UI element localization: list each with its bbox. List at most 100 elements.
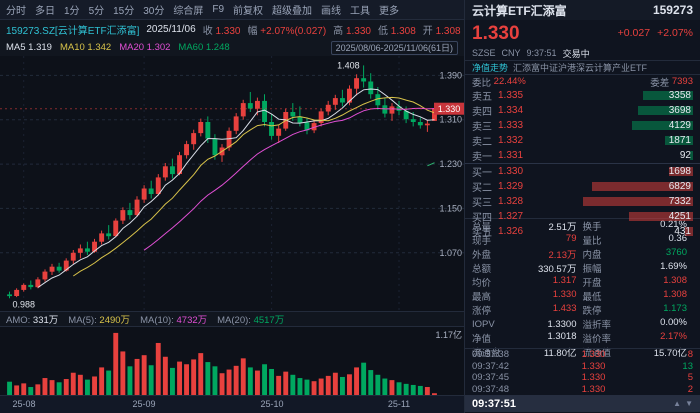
- stat-value: 0.21%: [660, 219, 687, 230]
- ma-item: MA60 1.248: [178, 42, 230, 53]
- stat-row: 总额 330.57万 振幅 1.69%: [465, 261, 700, 275]
- toolbar-item-7[interactable]: F9: [212, 4, 225, 15]
- date-range-selector[interactable]: 2025/08/06-2025/11/06(61日): [330, 40, 458, 55]
- toolbar-item-5[interactable]: 30分: [143, 6, 165, 17]
- toolbar-item-8[interactable]: 前复权: [233, 6, 264, 17]
- bid-row[interactable]: 买三 1.328 7332: [465, 194, 700, 209]
- ma-item: MA10 1.342: [59, 42, 112, 53]
- nav-trend-link[interactable]: 净值走势: [472, 63, 509, 73]
- level-price: 1.332: [498, 135, 524, 146]
- volume-chart[interactable]: [0, 327, 464, 395]
- bid-row[interactable]: 买一 1.330 1698: [465, 163, 700, 179]
- symbol-label[interactable]: 159273.SZ[云计算ETF汇添富]: [6, 26, 140, 37]
- stat-value: 0.00%: [660, 317, 687, 328]
- level-qty: 1871: [668, 135, 691, 146]
- depth-bar: [628, 212, 693, 221]
- toolbar-item-0[interactable]: 分时: [6, 6, 26, 17]
- stat-label: 最低: [582, 292, 602, 303]
- stat-value: 1.308: [663, 275, 687, 286]
- amo-item: MA(20): 4517万: [217, 315, 285, 326]
- stat-row: 流通盘 11.80亿 流通值 15.70亿: [465, 345, 700, 359]
- stat-value: 2.13万: [548, 250, 577, 261]
- stat-value: 0.36: [668, 233, 688, 244]
- server-clock: 09:37:51: [472, 397, 517, 410]
- ask-row[interactable]: 卖二 1.332 1871: [465, 133, 700, 148]
- svg-text:1.408: 1.408: [337, 60, 360, 70]
- tick-row[interactable]: 09:37:48 1.330 2: [465, 384, 700, 396]
- symbol-info-bar: 159273.SZ[云计算ETF汇添富] 2025/11/06 收 1.330 幅…: [0, 20, 464, 39]
- stat-value: 11.80亿: [543, 348, 577, 359]
- weicha-value: 7393: [671, 76, 693, 87]
- scroll-up-icon[interactable]: ▲: [673, 399, 682, 408]
- bid-row[interactable]: 买二 1.329 6829: [465, 179, 700, 194]
- ohlc-fields: 收 1.330 幅 +2.07%(0.027) 高 1.330 低 1.308 开 1.…: [203, 22, 464, 37]
- level-label: 买五: [472, 228, 492, 239]
- volume-chart-area: 1.17亿: [0, 326, 464, 395]
- quote-time: 9:37:51: [526, 48, 557, 58]
- stat-label: 流通值: [582, 348, 612, 359]
- toolbar-item-4[interactable]: 15分: [113, 6, 135, 17]
- stock-name[interactable]: 云计算ETF汇添富: [472, 3, 567, 18]
- stat-row: 最高 1.330 最低 1.308: [465, 289, 700, 303]
- month-label: 25-11: [387, 399, 411, 409]
- bid-row[interactable]: 买五 1.326 431: [465, 224, 700, 239]
- bid-row[interactable]: 买四 1.327 4251: [465, 209, 700, 224]
- stat-value: 1.317: [552, 275, 577, 286]
- tick-row[interactable]: 09:37:45 1.330 5: [465, 372, 700, 384]
- candlestick-chart[interactable]: 1.390 1.310 1.230 1.150 1.070 1.408 0.988 1.330: [0, 56, 464, 311]
- exchange-label: SZSE: [472, 48, 496, 58]
- ask-row[interactable]: 卖五 1.335 3358: [465, 88, 700, 103]
- toolbar-item-2[interactable]: 1分: [64, 6, 80, 17]
- depth-bar: [665, 136, 693, 145]
- stat-value: 1.3300: [547, 318, 577, 330]
- level-label: 买三: [472, 198, 492, 209]
- stat-value: 330.57万: [537, 264, 577, 275]
- level-label: 买四: [472, 213, 492, 224]
- toolbar-item-10[interactable]: 画线: [321, 6, 342, 17]
- scroll-down-icon[interactable]: ▼: [685, 399, 693, 408]
- stat-row: IOPV 1.3300 溢折率 0.00%: [465, 317, 700, 331]
- toolbar-item-1[interactable]: 多日: [35, 6, 55, 17]
- ask-row[interactable]: 卖三 1.333 4129: [465, 118, 700, 133]
- stat-value: 2.51万: [548, 222, 577, 233]
- tick-qty: 5: [687, 372, 693, 384]
- tick-row[interactable]: 09:37:38 1.330 8: [465, 349, 700, 361]
- ask-row[interactable]: 卖一 1.331 92: [465, 148, 700, 163]
- tick-list[interactable]: 09:37:38 1.330 8 09:37:42 1.330 13 09:37…: [465, 348, 700, 395]
- stat-value: 79: [565, 233, 577, 244]
- level-label: 卖五: [472, 92, 492, 103]
- stat-label: 振幅: [582, 264, 602, 275]
- svg-text:1.330: 1.330: [438, 104, 461, 114]
- change-value: +0.027: [617, 27, 651, 39]
- tick-price: 1.330: [581, 383, 606, 395]
- tick-time: 09:37:38: [472, 349, 509, 361]
- stat-row: 涨停 1.433 跌停 1.173: [465, 303, 700, 317]
- toolbar-item-3[interactable]: 5分: [88, 6, 105, 17]
- level-price: 1.329: [498, 181, 524, 192]
- tick-time: 09:37:48: [472, 383, 509, 395]
- tick-row[interactable]: 09:37:42 1.330 13: [465, 361, 700, 373]
- info-field: 幅 +2.07%(0.027): [247, 26, 327, 37]
- tick-price: 1.330: [581, 349, 606, 361]
- depth-bar: [592, 182, 693, 191]
- toolbar-item-9[interactable]: 超级叠加: [272, 6, 313, 17]
- toolbar-item-11[interactable]: 工具: [350, 6, 371, 17]
- chart-date: 2025/11/06: [146, 24, 196, 35]
- month-label: 25-08: [12, 399, 36, 409]
- depth-bar: [637, 106, 693, 115]
- stat-label: 跌停: [582, 306, 602, 317]
- toolbar-item-12[interactable]: 更多: [379, 6, 400, 17]
- stat-label: 流通盘: [472, 348, 501, 359]
- depth-bar: [582, 197, 693, 206]
- toolbar-item-6[interactable]: 综合屏: [173, 6, 204, 17]
- info-field: 收 1.330: [202, 26, 241, 37]
- nav-info-row: 净值走势 汇添富中证沪港深云计算产业ETF: [465, 60, 700, 74]
- depth-bar: [642, 91, 693, 100]
- level-label: 买一: [472, 168, 492, 179]
- month-label: 25-10: [260, 399, 284, 409]
- stat-label: 内盘: [582, 250, 602, 261]
- level-qty: 4129: [668, 120, 691, 131]
- ask-row[interactable]: 卖四 1.334 3698: [465, 103, 700, 118]
- tick-time: 09:37:42: [472, 360, 509, 372]
- svg-text:1.070: 1.070: [439, 248, 462, 258]
